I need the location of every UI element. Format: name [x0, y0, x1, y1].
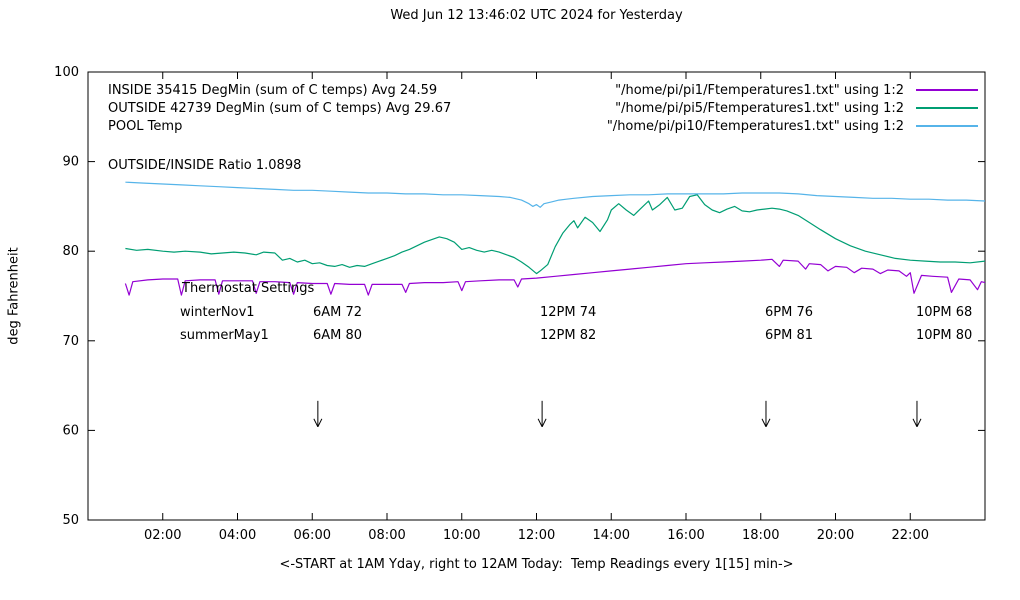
- x-tick-label: 08:00: [368, 528, 405, 543]
- legend-line-swatch: [916, 125, 978, 127]
- chart-title: Wed Jun 12 13:46:02 UTC 2024 for Yesterd…: [390, 8, 683, 23]
- x-tick-label: 06:00: [294, 528, 331, 543]
- legend-source-path: "/home/pi/pi5/Ftemperatures1.txt" using …: [615, 100, 904, 116]
- ratio-annotation: OUTSIDE/INSIDE Ratio 1.0898: [108, 158, 302, 173]
- legend-source: "/home/pi/pi1/Ftemperatures1.txt" using …: [615, 83, 978, 98]
- x-tick-label: 20:00: [817, 528, 854, 543]
- legend: INSIDE 35415 DegMin (sum of C temps) Avg…: [108, 81, 978, 135]
- y-tick-label: 60: [62, 423, 79, 438]
- legend-source: "/home/pi/pi5/Ftemperatures1.txt" using …: [615, 101, 978, 116]
- setpoint-arrow-head: [541, 418, 547, 428]
- x-tick-label: 14:00: [593, 528, 630, 543]
- x-tick-label: 04:00: [219, 528, 256, 543]
- series-line-outside: [125, 194, 986, 275]
- setpoint-arrow-head: [317, 418, 323, 428]
- y-tick-label: 50: [62, 513, 79, 528]
- x-tick-label: 18:00: [742, 528, 779, 543]
- legend-series-label: INSIDE 35415 DegMin (sum of C temps) Avg…: [108, 82, 438, 98]
- legend-source-path: "/home/pi/pi1/Ftemperatures1.txt" using …: [615, 82, 904, 98]
- legend-row: INSIDE 35415 DegMin (sum of C temps) Avg…: [108, 81, 978, 99]
- setpoint-arrow-head: [765, 418, 771, 428]
- legend-source: "/home/pi/pi10/Ftemperatures1.txt" using…: [607, 119, 978, 134]
- series-line-pool: [125, 181, 986, 208]
- legend-series-label: POOL Temp: [108, 118, 183, 134]
- x-tick-label: 12:00: [518, 528, 555, 543]
- setpoint-arrow-head: [916, 418, 922, 428]
- legend-source-path: "/home/pi/pi10/Ftemperatures1.txt" using…: [606, 118, 904, 134]
- x-tick-label: 16:00: [667, 528, 704, 543]
- y-tick-label: 70: [62, 334, 79, 349]
- legend-series-label: OUTSIDE 42739 DegMin (sum of C temps) Av…: [108, 100, 452, 116]
- x-tick-label: 10:00: [443, 528, 480, 543]
- setpoint-arrow-head: [761, 418, 767, 428]
- y-tick-label: 100: [54, 65, 79, 80]
- setpoint-arrow-head: [537, 418, 543, 428]
- x-axis-label: <-START at 1AM Yday, right to 12AM Today…: [279, 557, 794, 572]
- legend-line-swatch: [916, 107, 978, 109]
- legend-row: POOL Temp "/home/pi/pi10/Ftemperatures1.t…: [108, 117, 978, 135]
- plot-border: [87, 71, 986, 521]
- x-tick-label: 22:00: [892, 528, 929, 543]
- setpoint-arrow-head: [313, 418, 319, 428]
- setpoint-arrow-head: [912, 418, 918, 428]
- series-line-inside: [124, 258, 986, 296]
- legend-row: OUTSIDE 42739 DegMin (sum of C temps) Av…: [108, 99, 978, 117]
- x-tick-label: 02:00: [144, 528, 181, 543]
- y-tick-label: 80: [62, 244, 79, 259]
- legend-line-swatch: [916, 89, 978, 91]
- y-tick-label: 90: [62, 155, 79, 170]
